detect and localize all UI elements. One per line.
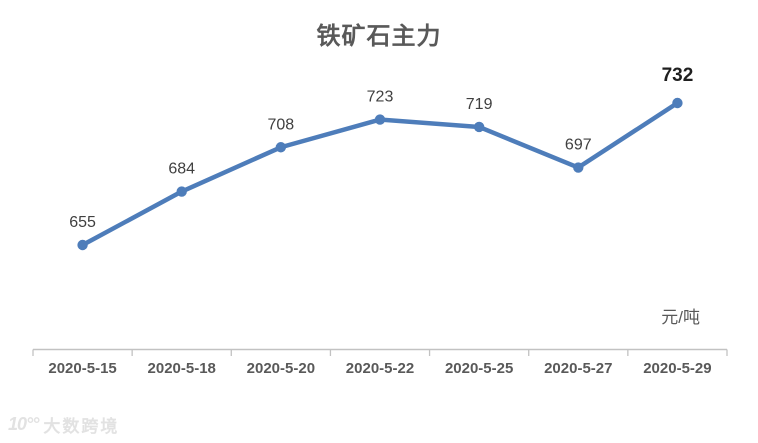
data-point-marker — [672, 97, 683, 109]
data-point-label: 723 — [367, 89, 394, 106]
unit-label: 元/吨 — [661, 308, 700, 327]
x-axis: 2020-5-15 2020-5-18 2020-5-20 2020-5-22 2020… — [33, 357, 727, 381]
data-point-marker — [374, 114, 386, 125]
x-axis-label: 2020-5-25 — [444, 360, 514, 377]
watermark-brand-text: 大数跨境 — [43, 417, 120, 436]
watermark-logo-icon: 10°° — [8, 414, 39, 434]
data-point-label: 719 — [466, 96, 493, 113]
chart-title: 铁矿石主力 — [316, 23, 442, 50]
data-point-label: 684 — [168, 161, 195, 178]
x-axis-label: 2020-5-18 — [147, 360, 216, 377]
data-point-marker — [473, 121, 485, 133]
data-point-label: 697 — [565, 137, 592, 154]
data-point-marker — [275, 142, 287, 153]
data-point-label: 732 — [662, 65, 694, 86]
data-point-marker — [573, 162, 584, 173]
x-axis-label: 2020-5-27 — [544, 360, 613, 377]
x-axis-label: 2020-5-29 — [643, 360, 712, 377]
x-axis-label: 2020-5-20 — [246, 360, 316, 377]
data-point-marker — [176, 186, 187, 197]
watermark: 10°° 大数跨境 — [8, 412, 119, 437]
data-point-marker — [77, 239, 88, 251]
data-point-label: 708 — [268, 116, 295, 133]
x-axis-label: 2020-5-15 — [48, 360, 117, 377]
x-axis-label: 2020-5-22 — [345, 360, 415, 377]
data-point-label: 655 — [69, 214, 96, 231]
